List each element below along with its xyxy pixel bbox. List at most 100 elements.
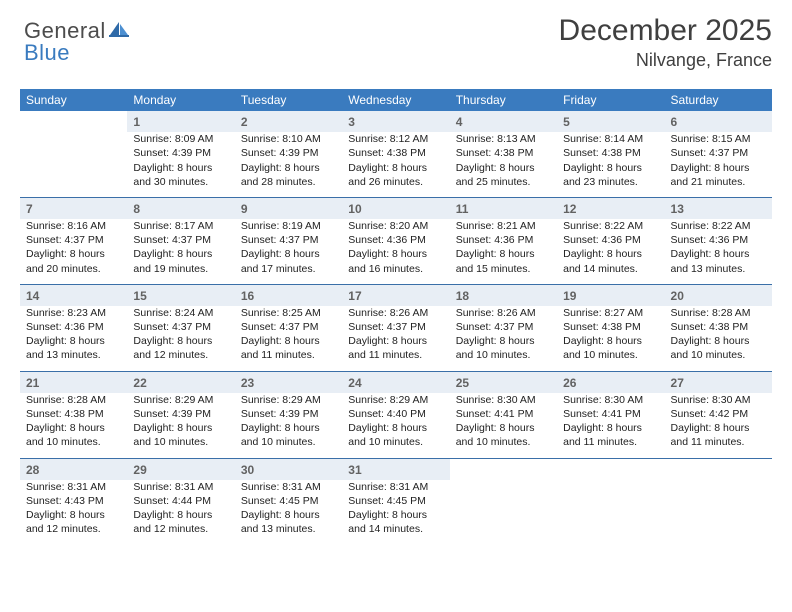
day-body-row: Sunrise: 8:23 AMSunset: 4:36 PMDaylight:… — [20, 306, 772, 371]
day-body-cell: Sunrise: 8:21 AMSunset: 4:36 PMDaylight:… — [450, 219, 557, 284]
sunrise-text: Sunrise: 8:24 AM — [133, 306, 228, 320]
sunrise-text: Sunrise: 8:15 AM — [671, 132, 766, 146]
day1-text: Daylight: 8 hours — [456, 161, 551, 175]
day-body-cell: Sunrise: 8:28 AMSunset: 4:38 PMDaylight:… — [20, 393, 127, 458]
sunset-text: Sunset: 4:41 PM — [563, 407, 658, 421]
day-body-cell — [557, 480, 664, 545]
sunrise-text: Sunrise: 8:30 AM — [456, 393, 551, 407]
day2-text: and 14 minutes. — [348, 522, 443, 536]
day-number-cell: 26 — [557, 372, 664, 393]
day-number: 22 — [133, 376, 146, 390]
sunrise-text: Sunrise: 8:17 AM — [133, 219, 228, 233]
day-body-cell: Sunrise: 8:25 AMSunset: 4:37 PMDaylight:… — [235, 306, 342, 371]
day-body-cell: Sunrise: 8:30 AMSunset: 4:41 PMDaylight:… — [557, 393, 664, 458]
day1-text: Daylight: 8 hours — [456, 334, 551, 348]
sunset-text: Sunset: 4:41 PM — [456, 407, 551, 421]
day1-text: Daylight: 8 hours — [563, 421, 658, 435]
day-body-cell: Sunrise: 8:22 AMSunset: 4:36 PMDaylight:… — [665, 219, 772, 284]
day1-text: Daylight: 8 hours — [26, 334, 121, 348]
day-number: 23 — [241, 376, 254, 390]
sunrise-text: Sunrise: 8:12 AM — [348, 132, 443, 146]
weekday-header: Thursday — [450, 89, 557, 111]
day2-text: and 21 minutes. — [671, 175, 766, 189]
weekday-header-row: Sunday Monday Tuesday Wednesday Thursday… — [20, 89, 772, 111]
sunrise-text: Sunrise: 8:22 AM — [671, 219, 766, 233]
day-number-cell: 16 — [235, 285, 342, 306]
day-number: 20 — [671, 289, 684, 303]
day1-text: Daylight: 8 hours — [563, 161, 658, 175]
day-number-cell: 2 — [235, 111, 342, 132]
sunset-text: Sunset: 4:39 PM — [133, 146, 228, 160]
day-body-row: Sunrise: 8:31 AMSunset: 4:43 PMDaylight:… — [20, 480, 772, 545]
page-header: General December 2025 Nilvange, France — [20, 14, 772, 71]
day2-text: and 10 minutes. — [241, 435, 336, 449]
day-body-cell: Sunrise: 8:12 AMSunset: 4:38 PMDaylight:… — [342, 132, 449, 197]
day-body-cell: Sunrise: 8:19 AMSunset: 4:37 PMDaylight:… — [235, 219, 342, 284]
sunrise-text: Sunrise: 8:21 AM — [456, 219, 551, 233]
day-number-cell: 3 — [342, 111, 449, 132]
day2-text: and 20 minutes. — [26, 262, 121, 276]
day2-text: and 11 minutes. — [671, 435, 766, 449]
day-body-cell: Sunrise: 8:14 AMSunset: 4:38 PMDaylight:… — [557, 132, 664, 197]
day-body-cell — [20, 132, 127, 197]
day2-text: and 25 minutes. — [456, 175, 551, 189]
sunrise-text: Sunrise: 8:31 AM — [26, 480, 121, 494]
day1-text: Daylight: 8 hours — [133, 334, 228, 348]
day1-text: Daylight: 8 hours — [241, 161, 336, 175]
day2-text: and 13 minutes. — [241, 522, 336, 536]
day-number-cell: 30 — [235, 459, 342, 480]
day-number-cell: 9 — [235, 198, 342, 219]
day2-text: and 14 minutes. — [563, 262, 658, 276]
day-number-cell: 18 — [450, 285, 557, 306]
day-number-cell: 10 — [342, 198, 449, 219]
day-number-cell: 27 — [665, 372, 772, 393]
day-number-cell — [450, 459, 557, 480]
sunrise-text: Sunrise: 8:28 AM — [671, 306, 766, 320]
day-body-cell — [450, 480, 557, 545]
calendar-page: General December 2025 Nilvange, France B… — [0, 0, 792, 612]
day-number-cell — [557, 459, 664, 480]
sunrise-text: Sunrise: 8:31 AM — [241, 480, 336, 494]
day-number-cell — [20, 111, 127, 132]
sunrise-text: Sunrise: 8:22 AM — [563, 219, 658, 233]
daynum-row: 28293031 — [20, 459, 772, 480]
sunset-text: Sunset: 4:37 PM — [133, 233, 228, 247]
day2-text: and 12 minutes. — [133, 348, 228, 362]
sunset-text: Sunset: 4:36 PM — [563, 233, 658, 247]
logo-text-blue-wrap: Blue — [24, 40, 70, 66]
day-number-cell: 6 — [665, 111, 772, 132]
day-number: 26 — [563, 376, 576, 390]
day2-text: and 12 minutes. — [133, 522, 228, 536]
day-number-cell: 8 — [127, 198, 234, 219]
day-number: 3 — [348, 115, 355, 129]
day-number-cell: 21 — [20, 372, 127, 393]
day-body-cell: Sunrise: 8:17 AMSunset: 4:37 PMDaylight:… — [127, 219, 234, 284]
sunrise-text: Sunrise: 8:30 AM — [671, 393, 766, 407]
sunrise-text: Sunrise: 8:10 AM — [241, 132, 336, 146]
title-block: December 2025 Nilvange, France — [559, 14, 772, 71]
day-body-cell: Sunrise: 8:23 AMSunset: 4:36 PMDaylight:… — [20, 306, 127, 371]
day-number: 28 — [26, 463, 39, 477]
weekday-header: Monday — [127, 89, 234, 111]
weekday-header: Sunday — [20, 89, 127, 111]
day1-text: Daylight: 8 hours — [671, 421, 766, 435]
logo-text-blue: Blue — [24, 40, 70, 65]
sunset-text: Sunset: 4:42 PM — [671, 407, 766, 421]
day-number: 14 — [26, 289, 39, 303]
sunset-text: Sunset: 4:37 PM — [241, 320, 336, 334]
day-number-cell: 23 — [235, 372, 342, 393]
day2-text: and 10 minutes. — [133, 435, 228, 449]
day-number: 9 — [241, 202, 248, 216]
day-body-cell: Sunrise: 8:30 AMSunset: 4:42 PMDaylight:… — [665, 393, 772, 458]
day-body-cell: Sunrise: 8:31 AMSunset: 4:45 PMDaylight:… — [342, 480, 449, 545]
logo-sail-icon — [108, 20, 130, 43]
day-number-cell: 11 — [450, 198, 557, 219]
day-body-cell: Sunrise: 8:29 AMSunset: 4:40 PMDaylight:… — [342, 393, 449, 458]
day-number: 16 — [241, 289, 254, 303]
day-body-cell: Sunrise: 8:15 AMSunset: 4:37 PMDaylight:… — [665, 132, 772, 197]
day-body-cell: Sunrise: 8:31 AMSunset: 4:45 PMDaylight:… — [235, 480, 342, 545]
sunrise-text: Sunrise: 8:26 AM — [348, 306, 443, 320]
day-number-cell: 14 — [20, 285, 127, 306]
day-number-cell: 15 — [127, 285, 234, 306]
sunset-text: Sunset: 4:38 PM — [671, 320, 766, 334]
